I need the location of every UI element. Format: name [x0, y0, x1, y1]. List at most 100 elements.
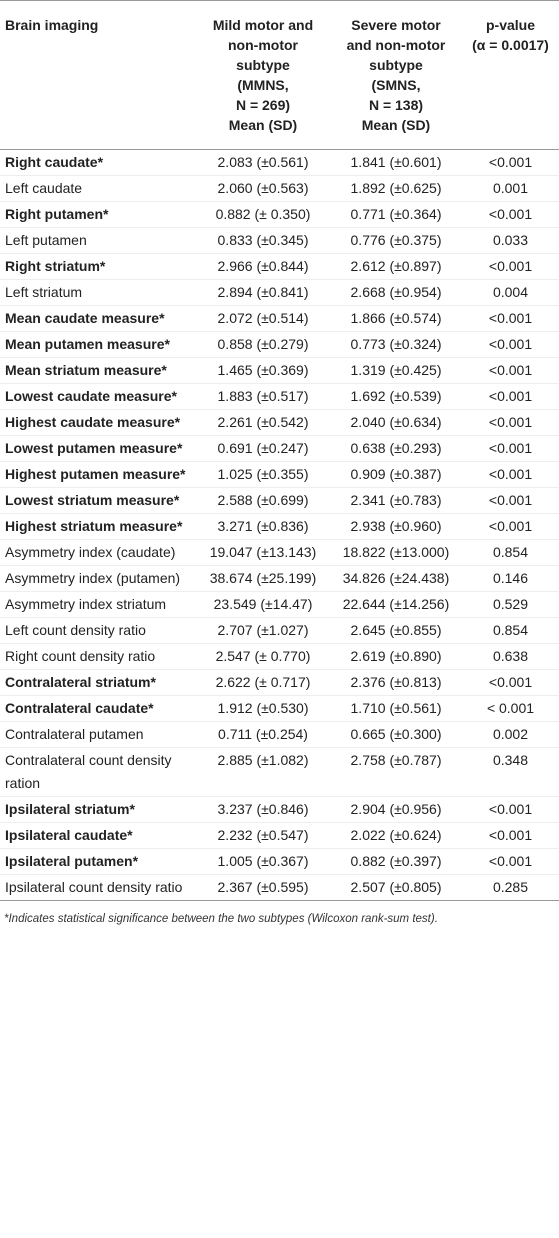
- cell: 1.841 (±0.601): [330, 149, 462, 176]
- row-label: Ipsilateral count density ratio: [0, 874, 196, 901]
- header-line: N = 269): [235, 97, 291, 113]
- cell: 1.912 (±0.530): [196, 695, 330, 722]
- row-label: Left striatum: [0, 279, 196, 306]
- cell: 1.005 (±0.367): [196, 848, 330, 875]
- row-label: Asymmetry index (putamen): [0, 565, 196, 592]
- cell: 1.465 (±0.369): [196, 357, 330, 384]
- table-row: Ipsilateral caudate* 2.232 (±0.547) 2.022 …: [0, 822, 559, 849]
- table-row: Mean putamen measure* 0.858 (±0.279) 0.773…: [0, 331, 559, 358]
- row-label: Highest putamen measure*: [0, 461, 196, 488]
- cell: 0.285: [462, 874, 559, 901]
- cell: <0.001: [462, 848, 559, 875]
- cell: <0.001: [462, 461, 559, 488]
- row-label: Asymmetry index striatum: [0, 591, 196, 618]
- cell: 1.319 (±0.425): [330, 357, 462, 384]
- footnote: *Indicates statistical significance betw…: [4, 913, 438, 925]
- cell: <0.001: [462, 669, 559, 696]
- cell: 0.773 (±0.324): [330, 331, 462, 358]
- cell: <0.001: [462, 357, 559, 384]
- cell: 2.367 (±0.595): [196, 874, 330, 901]
- cell: 2.376 (±0.813): [330, 669, 462, 696]
- row-label: Contralateral caudate*: [0, 695, 196, 722]
- cell: 1.892 (±0.625): [330, 175, 462, 202]
- cell: 1.025 (±0.355): [196, 461, 330, 488]
- table-row: Contralateral striatum* 2.622 (± 0.717) 2.…: [0, 669, 559, 696]
- cell: 0.348: [462, 747, 559, 797]
- cell: 0.854: [462, 617, 559, 644]
- cell: 2.758 (±0.787): [330, 747, 462, 797]
- header-line: p-value: [485, 17, 535, 33]
- header-cell: p-value (α = 0.0017): [462, 0, 559, 150]
- table-row: Lowest striatum measure* 2.588 (±0.699) 2.…: [0, 487, 559, 514]
- row-label: Left putamen: [0, 227, 196, 254]
- table-row: Mean striatum measure* 1.465 (±0.369) 1.31…: [0, 357, 559, 384]
- cell: 2.060 (±0.563): [196, 175, 330, 202]
- table-row: Lowest caudate measure* 1.883 (±0.517) 1.6…: [0, 383, 559, 410]
- cell: 2.507 (±0.805): [330, 874, 462, 901]
- table-row: Right caudate* 2.083 (±0.561) 1.841 (±0.60…: [0, 149, 559, 176]
- cell: 2.622 (± 0.717): [196, 669, 330, 696]
- header-line: (SMNS,: [371, 77, 421, 93]
- cell: 2.040 (±0.634): [330, 409, 462, 436]
- data-table: Brain imaging Mild motor and non-motor subt…: [0, 0, 559, 901]
- row-label: Lowest caudate measure*: [0, 383, 196, 410]
- header-line: subtype: [236, 57, 290, 73]
- cell: < 0.001: [462, 695, 559, 722]
- header-line: (α = 0.0017): [472, 37, 549, 53]
- cell: 2.645 (±0.855): [330, 617, 462, 644]
- cell: 3.271 (±0.836): [196, 513, 330, 540]
- table-row: Contralateral putamen 0.711 (±0.254) 0.665…: [0, 721, 559, 748]
- table-body: Right caudate* 2.083 (±0.561) 1.841 (±0.60…: [0, 149, 559, 901]
- table-row: Right count density ratio 2.547 (± 0.770)…: [0, 643, 559, 670]
- cell: <0.001: [462, 487, 559, 514]
- table-row: Ipsilateral count density ratio 2.367 (±0…: [0, 874, 559, 901]
- row-label: Highest striatum measure*: [0, 513, 196, 540]
- cell: 2.232 (±0.547): [196, 822, 330, 849]
- row-label: Contralateral putamen: [0, 721, 196, 748]
- cell: <0.001: [462, 796, 559, 823]
- cell: 0.146: [462, 565, 559, 592]
- header-line: subtype: [369, 57, 423, 73]
- cell: <0.001: [462, 253, 559, 280]
- row-label: Lowest putamen measure*: [0, 435, 196, 462]
- cell: 2.894 (±0.841): [196, 279, 330, 306]
- row-label: Right caudate*: [0, 149, 196, 176]
- row-label: Right putamen*: [0, 201, 196, 228]
- table-row: Contralateral caudate* 1.912 (±0.530) 1.71…: [0, 695, 559, 722]
- table-row: Contralateral count density ration 2.885 …: [0, 747, 559, 797]
- cell: 0.711 (±0.254): [196, 721, 330, 748]
- cell: 2.938 (±0.960): [330, 513, 462, 540]
- cell: 0.033: [462, 227, 559, 254]
- table-row: Left putamen 0.833 (±0.345) 0.776 (±0.375)…: [0, 227, 559, 254]
- header-line: Mild motor and: [212, 17, 314, 33]
- cell: 18.822 (±13.000): [330, 539, 462, 566]
- table-row: Mean caudate measure* 2.072 (±0.514) 1.866…: [0, 305, 559, 332]
- cell: 2.261 (±0.542): [196, 409, 330, 436]
- cell: 38.674 (±25.199): [196, 565, 330, 592]
- header-line: and non-motor: [346, 37, 446, 53]
- row-label: Mean striatum measure*: [0, 357, 196, 384]
- table-row: Right striatum* 2.966 (±0.844) 2.612 (±0.8…: [0, 253, 559, 280]
- row-label: Contralateral striatum*: [0, 669, 196, 696]
- cell: 0.882 (± 0.350): [196, 201, 330, 228]
- row-label: Left count density ratio: [0, 617, 196, 644]
- row-label: Highest caudate measure*: [0, 409, 196, 436]
- row-label: Ipsilateral caudate*: [0, 822, 196, 849]
- header-cell: Mild motor and non-motor subtype (MMNS, N = …: [196, 0, 330, 150]
- table-row: Left count density ratio 2.707 (±1.027) 2.…: [0, 617, 559, 644]
- row-label: Right count density ratio: [0, 643, 196, 670]
- table-row: Highest striatum measure* 3.271 (±0.836) 2…: [0, 513, 559, 540]
- table-row: Asymmetry index striatum 23.549 (±14.47) 2…: [0, 591, 559, 618]
- cell: 2.707 (±1.027): [196, 617, 330, 644]
- header-cell: Brain imaging: [0, 0, 196, 150]
- header-line: Mean (SD): [228, 117, 298, 133]
- table-row: Ipsilateral putamen* 1.005 (±0.367) 0.882 …: [0, 848, 559, 875]
- cell: 19.047 (±13.143): [196, 539, 330, 566]
- cell: 0.002: [462, 721, 559, 748]
- header-line: Mean (SD): [361, 117, 431, 133]
- cell: 0.004: [462, 279, 559, 306]
- table-row: Lowest putamen measure* 0.691 (±0.247) 0.6…: [0, 435, 559, 462]
- cell: 2.612 (±0.897): [330, 253, 462, 280]
- header-row: Brain imaging Mild motor and non-motor subt…: [0, 0, 559, 150]
